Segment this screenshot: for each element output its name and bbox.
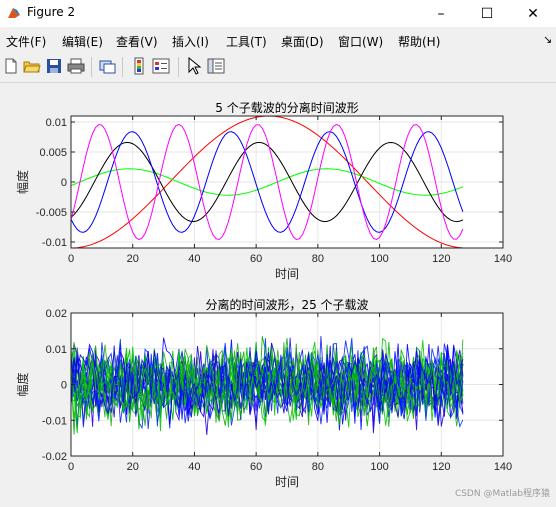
series-line-2 bbox=[71, 168, 464, 196]
toolbar-separator bbox=[122, 57, 123, 77]
x-tick-label: 100 bbox=[370, 461, 388, 473]
x-tick-label: 0 bbox=[68, 461, 74, 473]
toolbar-separator bbox=[91, 57, 92, 77]
print-icon[interactable] bbox=[67, 57, 85, 75]
x-tick-label: 0 bbox=[68, 253, 74, 265]
menu-tools[interactable]: 工具(T) bbox=[226, 35, 267, 49]
x-axis-label: 时间 bbox=[275, 475, 299, 489]
menu-bar: 文件(F) 编辑(E) 查看(V) 插入(I) 工具(T) 桌面(D) 窗口(W… bbox=[0, 27, 556, 52]
y-tick-label: -0.02 bbox=[42, 451, 67, 463]
open-file-icon[interactable] bbox=[23, 57, 41, 75]
menu-edit[interactable]: 编辑(E) bbox=[62, 35, 103, 49]
pointer-icon[interactable] bbox=[185, 57, 203, 75]
figure-area: 0 20 40 60 80 100 120 140 -0.01 -0.005 0 0.005 0.01 5… bbox=[0, 83, 556, 503]
menu-window[interactable]: 窗口(W) bbox=[338, 35, 384, 49]
window-title: Figure 2 bbox=[27, 5, 76, 19]
maximize-button[interactable]: ☐ bbox=[464, 0, 510, 27]
y-tick-label: -0.01 bbox=[42, 415, 67, 427]
x-tick-label: 20 bbox=[127, 253, 139, 265]
toolbar-separator bbox=[178, 57, 179, 77]
x-tick-label: 80 bbox=[312, 253, 324, 265]
x-tick-label: 40 bbox=[188, 461, 200, 473]
menu-overflow-icon[interactable]: ↘ bbox=[543, 33, 553, 46]
y-tick-label: 0.005 bbox=[39, 147, 67, 159]
menu-file[interactable]: 文件(F) bbox=[6, 35, 47, 49]
close-button[interactable]: ✕ bbox=[510, 0, 556, 27]
menu-insert[interactable]: 插入(I) bbox=[172, 35, 209, 49]
x-tick-label: 80 bbox=[312, 461, 324, 473]
close-icon: ✕ bbox=[527, 5, 539, 22]
series-line-4 bbox=[71, 131, 464, 233]
watermark: CSDN @Matlab程序猿 bbox=[454, 489, 550, 499]
series-group bbox=[71, 335, 464, 436]
y-tick-label: 0.01 bbox=[46, 117, 67, 129]
x-tick-label: 140 bbox=[494, 253, 512, 265]
series-line-21 bbox=[71, 342, 464, 434]
minimize-button[interactable]: – bbox=[418, 0, 464, 27]
toolbar bbox=[0, 52, 556, 83]
figure-canvas: 0 20 40 60 80 100 120 140 -0.01 -0.005 0 0.005 0.01 5… bbox=[15, 100, 512, 489]
link-plot-icon[interactable] bbox=[98, 57, 116, 75]
menu-view[interactable]: 查看(V) bbox=[116, 35, 158, 49]
series-line-3 bbox=[71, 141, 464, 223]
property-editor-icon[interactable] bbox=[207, 57, 225, 75]
menu-help[interactable]: 帮助(H) bbox=[398, 35, 441, 49]
chart-title: 5 个子载波的分离时间波形 bbox=[215, 100, 358, 115]
x-tick-label: 40 bbox=[188, 253, 200, 265]
x-tick-label: 60 bbox=[250, 461, 262, 473]
chart-title: 分离的时间波形，25 个子载波 bbox=[205, 297, 368, 312]
title-bar: Figure 2 – ☐ ✕ bbox=[0, 0, 556, 27]
x-tick-label: 20 bbox=[127, 461, 139, 473]
y-tick-label: 0.01 bbox=[46, 344, 67, 356]
save-icon[interactable] bbox=[45, 57, 63, 75]
series-line-23 bbox=[71, 342, 464, 427]
x-tick-label: 120 bbox=[432, 253, 450, 265]
x-axis-label: 时间 bbox=[275, 267, 299, 281]
y-axis-label: 幅度 bbox=[15, 170, 30, 194]
maximize-icon: ☐ bbox=[480, 5, 494, 22]
minimize-icon: – bbox=[437, 5, 445, 22]
subplot-bottom: 0 20 40 60 80 100 120 140 -0.02 -0.01 0 0.01 0.02 分离的… bbox=[15, 297, 512, 489]
x-tick-label: 60 bbox=[250, 253, 262, 265]
y-axis-label: 幅度 bbox=[15, 372, 30, 396]
y-tick-label: -0.005 bbox=[36, 207, 67, 219]
subplot-top: 0 20 40 60 80 100 120 140 -0.01 -0.005 0 0.005 0.01 5… bbox=[15, 100, 512, 281]
y-tick-label: 0 bbox=[61, 380, 67, 392]
y-tick-label: 0.02 bbox=[46, 308, 67, 320]
legend-icon[interactable] bbox=[152, 57, 170, 75]
matlab-logo-icon bbox=[8, 8, 20, 18]
x-tick-label: 140 bbox=[494, 461, 512, 473]
y-tick-label: 0 bbox=[61, 177, 67, 189]
series-line-5 bbox=[71, 123, 464, 241]
colorbar-icon[interactable] bbox=[130, 57, 148, 75]
x-tick-label: 120 bbox=[432, 461, 450, 473]
menu-desktop[interactable]: 桌面(D) bbox=[281, 35, 324, 49]
series-line-25 bbox=[71, 337, 464, 421]
new-figure-icon[interactable] bbox=[2, 57, 20, 75]
y-tick-label: -0.01 bbox=[42, 237, 67, 249]
x-tick-label: 100 bbox=[370, 253, 388, 265]
